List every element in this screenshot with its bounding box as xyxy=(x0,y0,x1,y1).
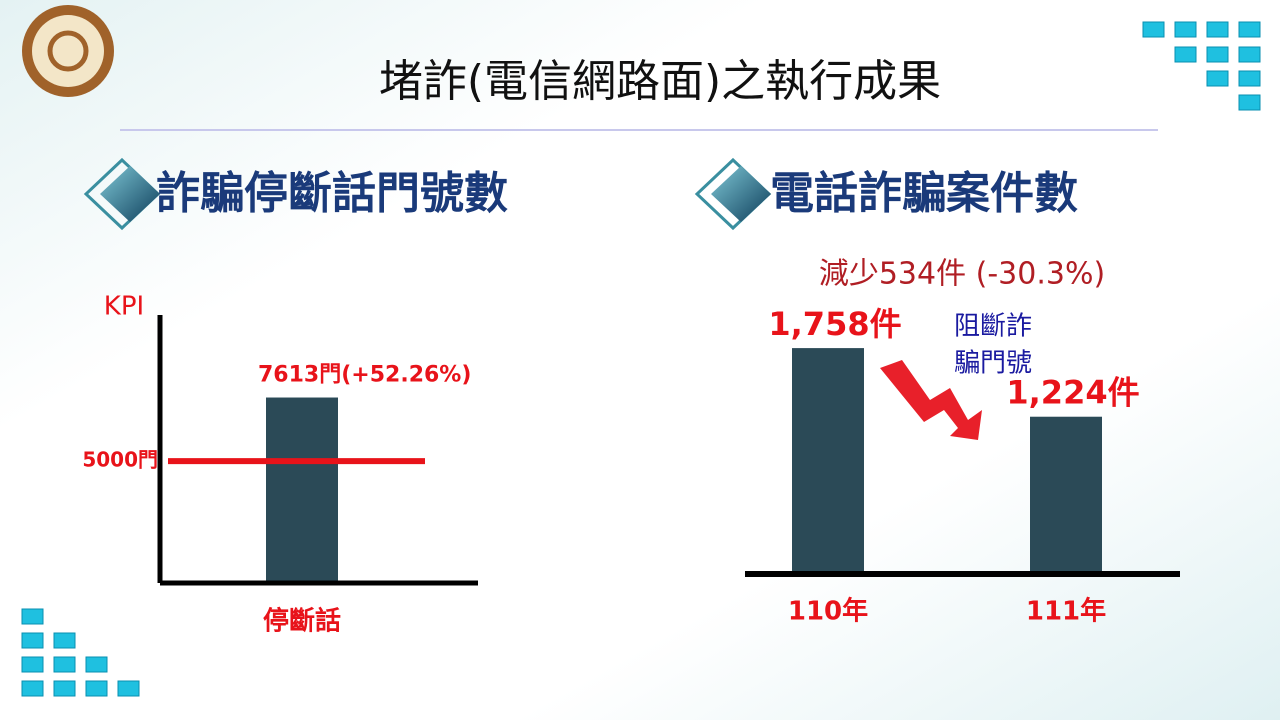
x-tick-label: 停斷話 xyxy=(263,606,341,637)
bar xyxy=(266,397,338,583)
decoration-squares xyxy=(21,21,1261,697)
annotation: 減少534件 (-30.3%) xyxy=(819,257,1105,292)
bar xyxy=(792,348,864,574)
diamond-icon xyxy=(694,157,772,231)
y-axis-label: KPI xyxy=(104,292,144,322)
value-label: 1,758件 xyxy=(768,305,901,343)
bar xyxy=(1030,416,1102,574)
chart-title: 電話詐騙案件數 xyxy=(770,168,1078,219)
note: 騙門號 xyxy=(954,349,1032,379)
note: 阻斷詐 xyxy=(954,312,1032,342)
slide-title: 堵詐(電信網路面)之執行成果 xyxy=(379,56,941,107)
reference-label: 5000門 xyxy=(82,448,158,472)
decrease-arrow xyxy=(880,360,982,440)
value-label: 1,224件 xyxy=(1006,374,1139,412)
x-tick-label: 110年 xyxy=(788,596,868,627)
value-label: 7613門(+52.26%) xyxy=(258,363,471,388)
diamond-icon xyxy=(83,157,161,231)
logo xyxy=(22,5,114,97)
chart-title: 詐騙停斷話門號數 xyxy=(156,168,508,219)
x-tick-label: 111年 xyxy=(1026,596,1106,627)
